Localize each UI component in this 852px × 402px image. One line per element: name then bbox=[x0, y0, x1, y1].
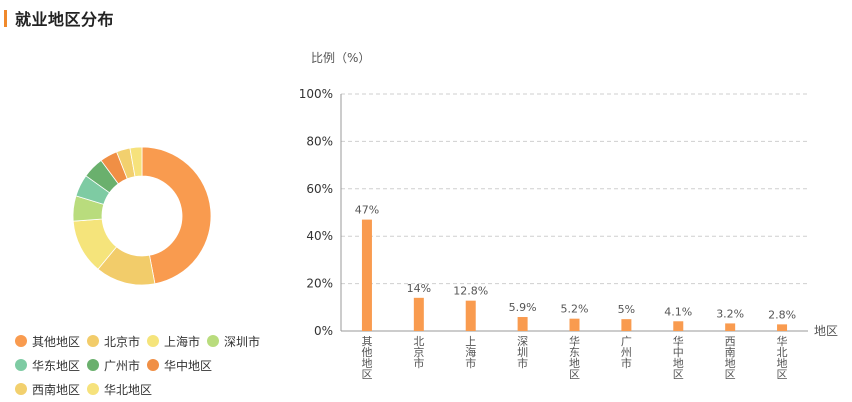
legend-item[interactable]: 华东地区 bbox=[15, 357, 80, 373]
bar[interactable] bbox=[725, 323, 736, 331]
x-tick-label: 北京市 bbox=[413, 335, 424, 370]
legend-swatch bbox=[87, 359, 100, 371]
legend-label: 上海市 bbox=[164, 334, 201, 349]
bar-value-label: 12.8% bbox=[453, 285, 488, 298]
legend-item[interactable]: 北京市 bbox=[87, 333, 140, 349]
y-tick-label: 40% bbox=[306, 229, 333, 243]
legend-label: 华北地区 bbox=[104, 382, 153, 397]
legend-item[interactable]: 华中地区 bbox=[147, 357, 212, 373]
bar-value-label: 5.9% bbox=[509, 301, 537, 314]
legend-item[interactable]: 深圳市 bbox=[207, 333, 260, 349]
bar-value-label: 3.2% bbox=[716, 307, 744, 320]
bar[interactable] bbox=[621, 319, 632, 331]
legend-swatch bbox=[147, 335, 160, 347]
legend-item[interactable]: 华北地区 bbox=[87, 381, 152, 397]
legend-label: 其他地区 bbox=[32, 334, 81, 349]
legend-item[interactable]: 广州市 bbox=[87, 357, 140, 373]
x-tick-label: 西南地区 bbox=[725, 335, 736, 381]
legend-swatch bbox=[15, 383, 27, 395]
x-tick-label: 上海市 bbox=[465, 335, 476, 370]
legend-swatch bbox=[15, 335, 27, 347]
y-tick-label: 20% bbox=[306, 277, 333, 291]
bar-value-label: 5% bbox=[618, 303, 635, 316]
bar-value-label: 14% bbox=[407, 282, 431, 295]
donut-slice[interactable] bbox=[141, 146, 212, 285]
legend-label: 深圳市 bbox=[224, 334, 261, 349]
legend-label: 广州市 bbox=[104, 358, 141, 373]
bar[interactable] bbox=[517, 317, 528, 331]
x-tick-label: 其他地区 bbox=[361, 335, 372, 381]
legend-item[interactable]: 其他地区 bbox=[15, 333, 80, 349]
legend-swatch bbox=[87, 383, 100, 395]
bar[interactable] bbox=[777, 324, 788, 331]
legend-swatch bbox=[15, 359, 27, 371]
legend-label: 华东地区 bbox=[32, 358, 81, 373]
bar-value-label: 4.1% bbox=[664, 305, 692, 318]
section-title: 就业地区分布 bbox=[4, 9, 115, 29]
y-axis-label: 比例（%） bbox=[311, 51, 370, 65]
y-tick-label: 80% bbox=[306, 134, 333, 148]
y-tick-label: 0% bbox=[314, 324, 333, 338]
x-tick-label: 广州市 bbox=[621, 335, 632, 370]
title-accent-bar bbox=[4, 9, 7, 27]
bar[interactable] bbox=[569, 318, 580, 331]
donut-slice[interactable] bbox=[129, 146, 143, 178]
donut-legend: 其他地区 北京市 上海市 深圳市华东地区 广州市 华中地区西南地区 华北地区 bbox=[15, 333, 305, 397]
bar[interactable] bbox=[413, 297, 424, 331]
bar-value-label: 47% bbox=[355, 204, 379, 217]
y-tick-label: 60% bbox=[306, 182, 333, 196]
legend-swatch bbox=[87, 335, 100, 347]
legend-label: 华中地区 bbox=[164, 358, 213, 373]
x-tick-label: 华东地区 bbox=[569, 334, 580, 381]
legend-label: 北京市 bbox=[104, 334, 141, 349]
x-tick-label: 深圳市 bbox=[517, 335, 528, 370]
x-tick-label: 华北地区 bbox=[777, 334, 788, 381]
x-axis-label: 地区 bbox=[814, 324, 838, 338]
legend-swatch bbox=[147, 359, 160, 371]
page-title: 就业地区分布 bbox=[15, 10, 115, 29]
y-tick-label: 100% bbox=[299, 87, 333, 101]
bar-value-label: 5.2% bbox=[561, 303, 589, 316]
legend-swatch bbox=[207, 335, 220, 347]
bar[interactable] bbox=[673, 321, 684, 331]
x-tick-label: 华中地区 bbox=[673, 334, 684, 381]
legend-item[interactable]: 上海市 bbox=[147, 333, 200, 349]
legend-label: 西南地区 bbox=[32, 382, 81, 397]
bar[interactable] bbox=[361, 219, 372, 331]
bar[interactable] bbox=[465, 300, 476, 331]
bar-value-label: 2.8% bbox=[768, 308, 796, 321]
legend-item[interactable]: 西南地区 bbox=[15, 381, 80, 397]
